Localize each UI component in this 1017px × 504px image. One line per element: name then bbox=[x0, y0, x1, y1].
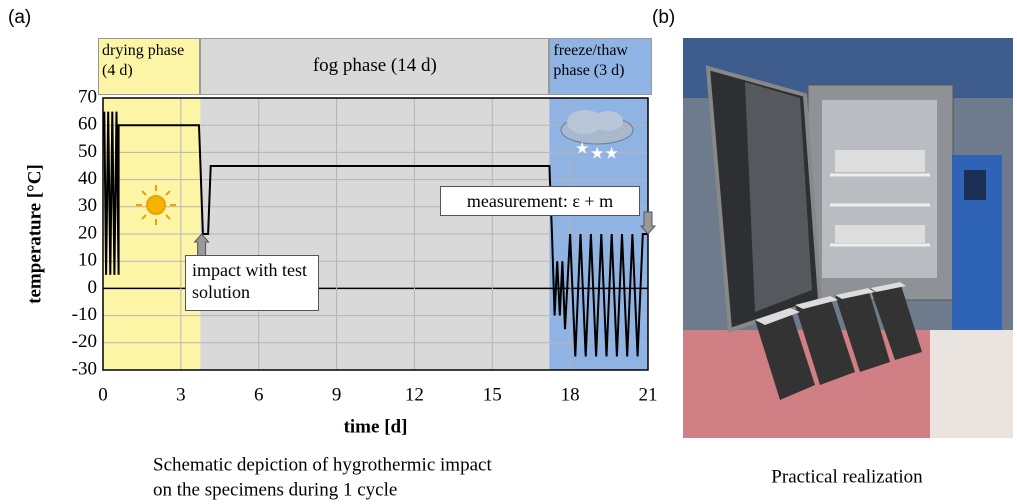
y-tick-label: 0 bbox=[88, 277, 98, 298]
x-tick-label: 0 bbox=[98, 384, 108, 405]
x-tick-label: 9 bbox=[332, 384, 342, 405]
y-axis-label: temperature [°C] bbox=[24, 164, 45, 304]
x-axis-label: time [d] bbox=[344, 416, 408, 437]
y-tick-label: 50 bbox=[78, 141, 97, 162]
phase-label: fog phase (14 d) bbox=[200, 38, 550, 95]
photo-caption: Practical realization bbox=[771, 466, 923, 487]
x-tick-label: 15 bbox=[483, 384, 502, 405]
annotation-arrow bbox=[193, 233, 210, 257]
panel-label: (a) bbox=[8, 7, 31, 28]
y-tick-label: -20 bbox=[72, 331, 97, 352]
cloud-icon: ★ ★★ bbox=[560, 110, 634, 163]
annotation: impact with test solution bbox=[185, 255, 319, 311]
y-tick-label: -30 bbox=[72, 358, 97, 379]
y-tick-label: 30 bbox=[78, 195, 97, 216]
photo bbox=[683, 38, 1013, 438]
caption: Schematic depiction of hygrothermic impa… bbox=[153, 454, 492, 475]
x-tick-label: 18 bbox=[561, 384, 580, 405]
annotation-arrow bbox=[639, 211, 657, 235]
y-tick-label: 70 bbox=[78, 86, 97, 107]
x-tick-label: 21 bbox=[639, 384, 658, 405]
x-tick-label: 6 bbox=[254, 384, 264, 405]
annotation: measurement: ε + m bbox=[440, 186, 640, 216]
sun-icon bbox=[136, 185, 176, 225]
svg-text:★: ★ bbox=[575, 141, 589, 158]
x-tick-label: 12 bbox=[405, 384, 424, 405]
y-tick-label: 60 bbox=[78, 114, 97, 135]
y-tick-label: 20 bbox=[78, 222, 97, 243]
panel-label: (b) bbox=[652, 7, 675, 28]
temperature-line bbox=[103, 111, 648, 357]
x-tick-label: 3 bbox=[176, 384, 186, 405]
y-tick-label: 40 bbox=[78, 168, 97, 189]
phase-label: freeze/thaw phase (3 d) bbox=[549, 38, 652, 95]
y-tick-label: 10 bbox=[78, 250, 97, 271]
phase-label: drying phase (4 d) bbox=[98, 38, 201, 95]
caption: on the specimens during 1 cycle bbox=[153, 479, 397, 500]
y-tick-label: -10 bbox=[72, 304, 97, 325]
svg-text:★★: ★★ bbox=[590, 146, 619, 163]
